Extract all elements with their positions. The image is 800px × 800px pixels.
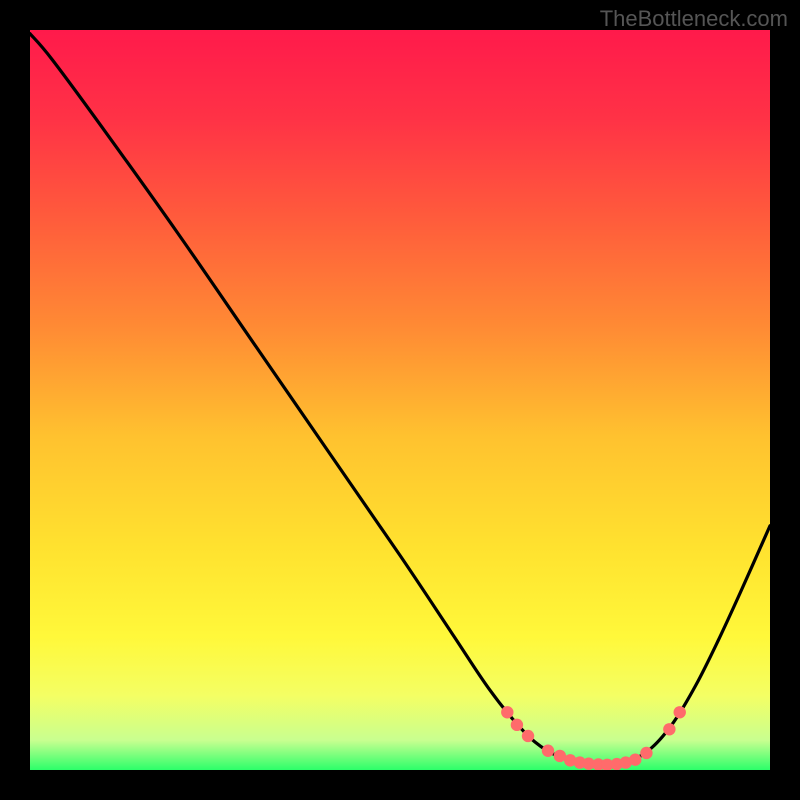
marker-point <box>501 706 513 718</box>
marker-group <box>501 706 686 770</box>
marker-point <box>542 745 554 757</box>
watermark-text: TheBottleneck.com <box>600 6 788 32</box>
curve-layer <box>30 30 770 770</box>
bottleneck-curve <box>30 34 770 765</box>
marker-point <box>663 723 675 735</box>
plot-area <box>30 30 770 770</box>
marker-point <box>511 719 523 731</box>
marker-point <box>640 747 652 759</box>
marker-point <box>522 730 534 742</box>
marker-point <box>629 753 641 765</box>
marker-point <box>674 706 686 718</box>
